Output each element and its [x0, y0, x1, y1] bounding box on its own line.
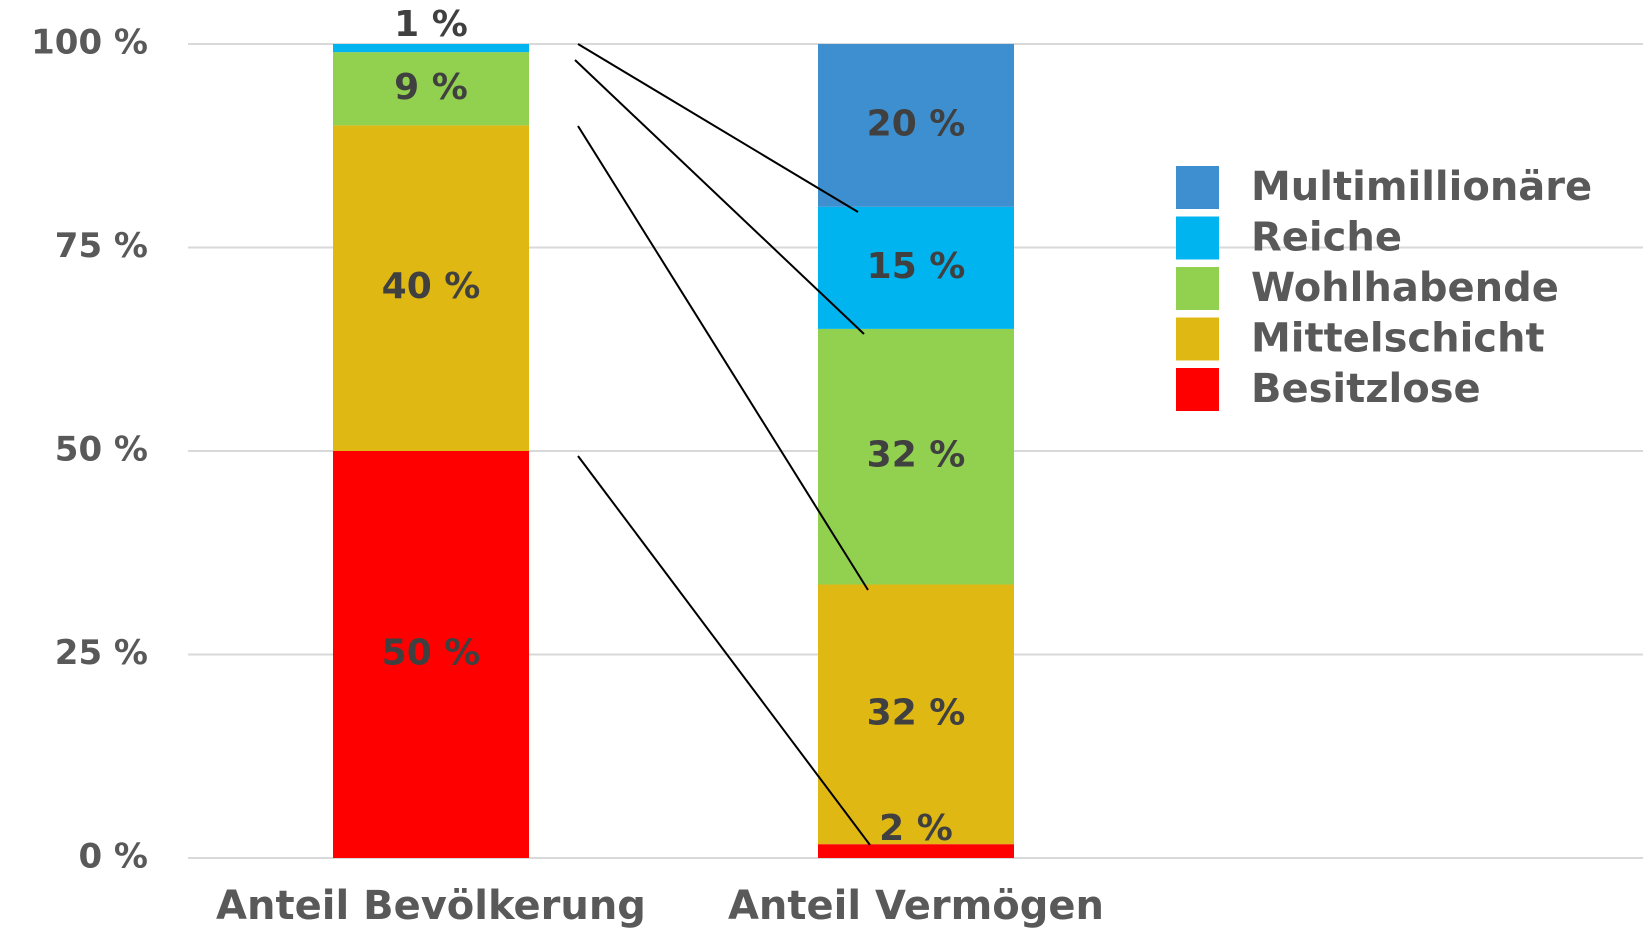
connector-line: [577, 125, 869, 591]
legend-label: Besitzlose: [1251, 366, 1481, 412]
bar-segment: [818, 206, 1014, 329]
legend-swatch: [1176, 267, 1219, 310]
bar-segment: [818, 44, 1014, 207]
connectors: [574, 43, 871, 846]
legend-label: Wohlhabende: [1251, 265, 1559, 311]
bar-segment: [818, 584, 1014, 845]
value-label: 2 %: [879, 808, 953, 849]
y-tick-label: 0 %: [78, 837, 148, 877]
x-tick-label: Anteil Vermögen: [728, 883, 1104, 929]
bar-segment: [333, 44, 529, 53]
legend-label: Reiche: [1251, 215, 1402, 261]
value-label: 50 %: [382, 633, 481, 674]
legend-swatch: [1176, 216, 1219, 260]
legend-label: Multimillionäre: [1251, 164, 1592, 210]
value-label: 40 %: [382, 266, 481, 307]
bar-segment: [333, 125, 529, 452]
bar-segment: [333, 451, 529, 858]
value-label: 1 %: [394, 4, 468, 45]
value-label: 9 %: [394, 67, 468, 108]
legend-swatch: [1176, 317, 1219, 361]
legend-swatch: [1176, 368, 1219, 411]
bar-segment: [818, 328, 1014, 585]
connector-line: [577, 455, 871, 846]
y-tick-label: 25 %: [55, 633, 148, 673]
y-tick-label: 100 %: [31, 23, 148, 63]
connector-line: [577, 43, 859, 213]
bar-segment: [333, 52, 529, 126]
legend-label: Mittelschicht: [1251, 316, 1545, 362]
x-tick-label: Anteil Bevölkerung: [216, 883, 646, 929]
value-label: 32 %: [867, 435, 966, 476]
value-label: 20 %: [867, 103, 966, 144]
value-label: 32 %: [867, 692, 966, 733]
y-tick-label: 50 %: [55, 430, 148, 470]
y-tick-label: 75 %: [55, 226, 148, 266]
connector-line: [574, 59, 865, 335]
legend-swatch: [1176, 166, 1219, 209]
value-label: 15 %: [867, 246, 966, 287]
bar-segment: [818, 844, 1014, 858]
